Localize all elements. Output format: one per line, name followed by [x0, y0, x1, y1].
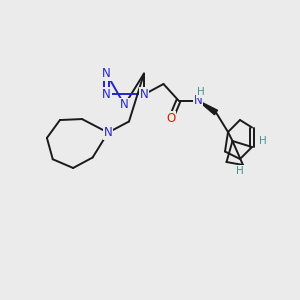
Text: H: H [196, 87, 204, 97]
Text: N: N [120, 98, 129, 112]
Text: N: N [140, 88, 148, 101]
Polygon shape [198, 100, 218, 115]
Text: H: H [236, 166, 244, 176]
Text: N: N [102, 67, 111, 80]
Text: N: N [194, 94, 202, 107]
Text: N: N [102, 88, 111, 101]
Text: O: O [167, 112, 176, 125]
Text: N: N [103, 126, 112, 139]
Text: H: H [259, 136, 266, 146]
